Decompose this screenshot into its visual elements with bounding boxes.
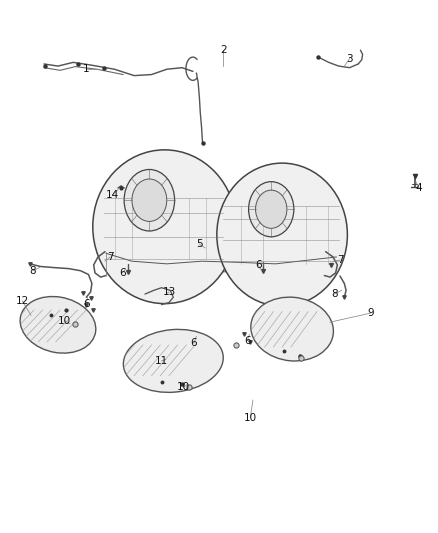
Circle shape [124,169,175,231]
Text: 11: 11 [155,356,168,366]
Text: 8: 8 [331,289,338,299]
Text: 6: 6 [191,338,197,349]
Circle shape [255,190,287,228]
Text: 9: 9 [367,308,374,318]
Text: 6: 6 [83,298,89,309]
Ellipse shape [124,329,223,392]
Ellipse shape [251,297,333,361]
Text: 10: 10 [58,316,71,326]
Circle shape [249,182,294,237]
Text: 4: 4 [416,183,423,193]
Circle shape [132,179,167,221]
Text: 8: 8 [29,266,36,276]
Ellipse shape [93,150,237,304]
Text: 3: 3 [346,54,353,63]
Text: 5: 5 [196,239,203,249]
Text: 10: 10 [244,413,257,423]
FancyBboxPatch shape [197,214,243,272]
Ellipse shape [20,296,96,353]
Text: 14: 14 [106,190,119,200]
Text: 6: 6 [255,261,261,270]
Ellipse shape [217,163,347,306]
Text: 13: 13 [162,287,176,297]
Text: 1: 1 [83,64,89,74]
Text: 7: 7 [107,252,113,262]
Text: 6: 6 [244,336,251,346]
Text: 10: 10 [177,382,190,392]
Text: 6: 6 [119,268,126,278]
Text: 12: 12 [16,296,29,306]
Text: 2: 2 [220,45,226,55]
Text: 7: 7 [337,255,343,265]
